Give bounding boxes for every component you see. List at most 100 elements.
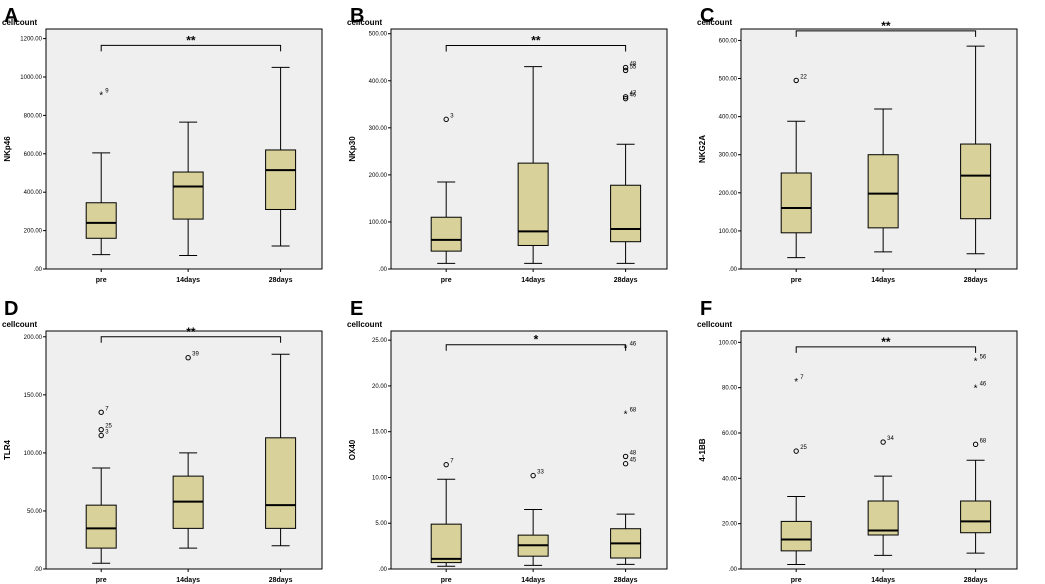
outlier-point: [98, 432, 104, 439]
y-tick-label: .00: [379, 567, 388, 573]
y-tick-label: 20.00: [722, 522, 738, 528]
significance-marker: **: [186, 33, 196, 47]
box-28days: [265, 66, 297, 247]
x-category-label: 28days: [269, 577, 293, 584]
y-tick-label: 80.00: [722, 386, 738, 392]
box-28days: [960, 459, 992, 554]
y-tick-label: 1200.00: [20, 37, 42, 43]
y-tick-label: 200.00: [719, 191, 738, 197]
box-28days: [265, 353, 297, 547]
box-14days: [172, 452, 204, 549]
y-axis-label: 4-1BB: [698, 438, 707, 461]
outlier-point: [622, 64, 629, 71]
y-tick-label: 10.00: [372, 475, 388, 481]
y-tick-label: 100.00: [369, 220, 388, 226]
y-tick-label: 100.00: [24, 451, 43, 457]
x-category-label: pre: [791, 277, 802, 284]
y-tick-label: .00: [34, 567, 43, 573]
y-tick-label: .00: [379, 267, 388, 273]
y-axis-label: OX40: [348, 439, 357, 460]
outlier-label: 68: [980, 438, 987, 444]
box-14days: [172, 121, 204, 257]
outlier-point: [622, 453, 629, 460]
y-tick-label: 200.00: [369, 173, 388, 179]
box-iqr: [85, 504, 117, 549]
outlier-label: 9: [105, 88, 109, 94]
box-28days: [960, 45, 992, 255]
panel-letter: F: [700, 298, 712, 320]
y-tick-label: 800.00: [24, 113, 43, 119]
x-category-label: 14days: [521, 577, 545, 584]
x-category-label: pre: [96, 577, 107, 584]
panel-letter: A: [4, 5, 18, 27]
outlier-point: [530, 472, 536, 479]
box-iqr: [960, 143, 992, 220]
y-title: cellcount: [697, 320, 732, 329]
y-tick-label: 1000.00: [20, 75, 42, 81]
significance-bracket: [445, 344, 627, 351]
box-iqr: [867, 154, 899, 229]
x-category-label: pre: [441, 277, 452, 284]
extreme-point: *: [974, 384, 978, 395]
y-tick-label: 20.00: [372, 384, 388, 390]
outlier-point: [98, 426, 104, 433]
x-category-label: pre: [96, 277, 107, 284]
y-tick-label: 100.00: [719, 340, 738, 346]
x-category-label: 28days: [269, 277, 293, 284]
box-pre: [85, 467, 117, 564]
y-tick-label: 300.00: [719, 153, 738, 159]
significance-marker: **: [186, 325, 196, 339]
box-iqr: [85, 202, 117, 239]
outlier-label: 25: [105, 424, 112, 430]
box-iqr: [172, 171, 204, 220]
outlier-label: 34: [887, 436, 894, 442]
extreme-point: *: [624, 409, 628, 420]
box-iqr: [780, 172, 812, 234]
outlier-point: [622, 67, 629, 74]
outlier-label: 48: [630, 450, 637, 456]
y-tick-label: 100.00: [719, 229, 738, 235]
y-tick-label: .00: [34, 267, 43, 273]
y-tick-label: 5.00: [375, 521, 387, 527]
box-pre: [430, 478, 462, 567]
y-title: cellcount: [347, 18, 382, 27]
outlier-label: 3: [450, 113, 454, 119]
y-title: cellcount: [2, 18, 37, 27]
outlier-point: [793, 448, 799, 454]
panel-letter: B: [350, 5, 364, 27]
y-title: cellcount: [697, 18, 732, 27]
outlier-label: 7: [105, 406, 109, 412]
box-pre: [780, 120, 812, 259]
significance-marker: **: [531, 33, 541, 47]
x-category-label: 14days: [176, 277, 200, 284]
y-tick-label: 50.00: [27, 509, 43, 515]
significance-bracket: [795, 346, 977, 353]
significance-bracket: [100, 336, 282, 343]
x-category-label: 28days: [614, 277, 638, 284]
outlier-point: [185, 355, 191, 361]
y-tick-label: 150.00: [24, 393, 43, 399]
box-iqr: [430, 216, 462, 252]
y-tick-label: 15.00: [372, 430, 388, 436]
significance-bracket: [100, 44, 282, 52]
x-category-label: 14days: [521, 277, 545, 284]
outlier-label: 46: [630, 93, 637, 99]
x-category-label: 14days: [871, 577, 895, 584]
outlier-label: 68: [630, 407, 637, 413]
y-tick-label: 400.00: [24, 190, 43, 196]
outlier-label: 39: [192, 352, 199, 358]
outlier-label: 47: [630, 91, 637, 97]
outlier-label: 56: [980, 354, 987, 360]
box-28days: [610, 143, 642, 264]
outlier-point: [443, 461, 449, 468]
box-pre: [430, 181, 462, 264]
x-category-label: 28days: [614, 577, 638, 584]
extreme-point: *: [99, 90, 103, 101]
box-iqr: [867, 500, 899, 536]
y-tick-label: .00: [729, 567, 738, 573]
outlier-point: [972, 441, 979, 448]
outlier-label: 7: [800, 375, 804, 381]
